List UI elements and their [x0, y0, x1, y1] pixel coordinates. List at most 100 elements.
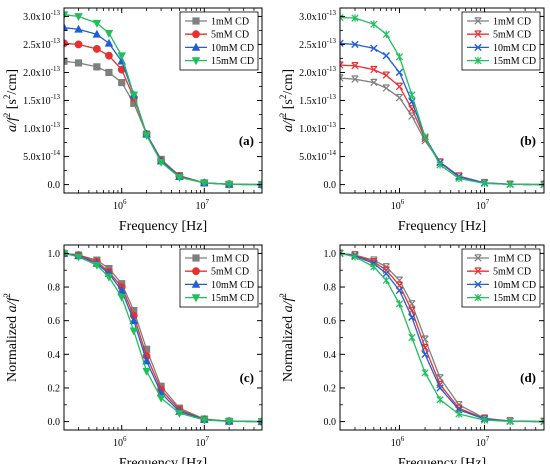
- data-point: [64, 39, 68, 48]
- y-axis-label: a/f2 [s2/cm]: [2, 69, 20, 132]
- legend-marker: [474, 254, 482, 262]
- legend-marker: [474, 17, 482, 25]
- data-point: [340, 13, 344, 22]
- legend-label: 5mM CD: [493, 30, 531, 41]
- data-point: [74, 253, 83, 262]
- data-point: [117, 293, 126, 302]
- data-point: [370, 263, 378, 271]
- y-tick-label: 1.0x10-13: [299, 121, 336, 135]
- data-point: [436, 384, 444, 392]
- y-axis-label: Normalized a/f2​: [2, 293, 20, 382]
- series-3: [64, 11, 262, 190]
- y-tick-label: 1.0: [324, 249, 337, 260]
- legend-item: 1mM CD: [467, 254, 531, 265]
- data-point: [74, 59, 83, 67]
- panel-label: (d): [520, 370, 536, 385]
- data-point: [117, 52, 126, 61]
- data-point: [64, 11, 69, 20]
- legend-item: 15mM CD: [467, 56, 536, 67]
- x-axis-label: Frequency [Hz]: [398, 456, 486, 464]
- series-3: [340, 13, 544, 189]
- data-point: [142, 356, 151, 365]
- x-tick-label: 106: [391, 435, 405, 449]
- data-point: [118, 78, 126, 87]
- legend-marker: [474, 293, 482, 302]
- legend-label: 15mM CD: [493, 293, 536, 304]
- legend-marker: [191, 294, 201, 303]
- data-point: [92, 29, 102, 38]
- legend-item: 10mM CD: [185, 279, 254, 291]
- legend-item: 15mM CD: [185, 293, 254, 304]
- panel-d: 106 107 0.0 0.2 0.4 0.6 0.8 1.0 Frequency [Hz] No…: [278, 244, 545, 464]
- data-point: [224, 181, 234, 189]
- y-tick-label: 1.0x10-13: [23, 121, 60, 135]
- y-tick-label: 0.4: [48, 350, 61, 361]
- panel-a: 106 107 0.0 5.0x10-14 1.0x10-13 1.5x10-13 2.0x…: [2, 7, 263, 234]
- data-point: [74, 40, 83, 49]
- y-tick-label: 1.5x10-13: [299, 93, 336, 107]
- data-point: [382, 276, 390, 285]
- data-point: [129, 327, 139, 336]
- legend-marker: [191, 42, 201, 51]
- panel-b: 106 107 0.0 5.0x10-14 1.0x10-13 1.5x10-13 2.0x…: [278, 7, 545, 234]
- legend-label: 10mM CD: [493, 280, 536, 291]
- data-point: [117, 285, 126, 294]
- data-point: [408, 333, 416, 342]
- data-point: [421, 350, 429, 359]
- data-point: [436, 396, 444, 404]
- data-point: [200, 179, 209, 188]
- data-point: [351, 75, 359, 83]
- legend-item: 1mM CD: [185, 17, 249, 28]
- y-tick-label: 3.0x10-13: [299, 9, 336, 23]
- y-tick-label: 2.0x10-13: [299, 65, 336, 79]
- series-0: [64, 57, 262, 189]
- y-tick-label: 0.0: [48, 180, 61, 191]
- legend-item: 10mM CD: [467, 280, 536, 291]
- y-tick-label: 5.0x10-14: [23, 149, 60, 163]
- data-point: [436, 161, 444, 169]
- data-point: [105, 51, 113, 60]
- data-point: [175, 409, 184, 418]
- data-point: [156, 394, 166, 403]
- x-tick-label: 107: [196, 435, 210, 449]
- data-point: [395, 68, 404, 77]
- legend-label: 1mM CD: [493, 254, 531, 265]
- legend-marker: [191, 279, 201, 288]
- y-tick-label: 2.5x10-13: [23, 37, 60, 51]
- y-axis-label: a/f2 [s2/cm]: [278, 69, 296, 132]
- panel-label: (b): [520, 133, 536, 148]
- y-tick-label: 0.6: [324, 316, 337, 327]
- data-point: [200, 416, 209, 425]
- series-line: [64, 60, 262, 186]
- data-point: [395, 53, 404, 61]
- x-tick-label: 107: [196, 198, 210, 212]
- x-tick-label: 106: [391, 198, 405, 212]
- data-point: [370, 78, 378, 87]
- y-tick-label: 1.0: [48, 249, 61, 260]
- x-tick-label: 106: [113, 198, 127, 212]
- legend-label: 1mM CD: [211, 17, 249, 28]
- legend-item: 15mM CD: [467, 293, 536, 304]
- series-3: [64, 250, 262, 427]
- y-axis-label: Normalized a/f2​: [278, 293, 296, 382]
- data-point: [382, 269, 390, 278]
- x-tick-label: 107: [476, 435, 490, 449]
- y-tick-label: 0.2: [324, 383, 337, 394]
- data-point: [370, 65, 378, 74]
- data-point: [64, 22, 69, 31]
- y-tick-label: 2.0x10-13: [23, 65, 60, 79]
- data-point: [92, 261, 102, 270]
- data-point: [64, 57, 68, 65]
- legend-item: 5mM CD: [467, 30, 531, 41]
- y-tick-label: 0.4: [324, 350, 337, 361]
- legend-marker: [192, 30, 200, 39]
- data-point: [480, 416, 489, 424]
- legend-label: 10mM CD: [211, 43, 254, 54]
- data-point: [421, 369, 429, 377]
- data-point: [370, 20, 378, 28]
- data-point: [129, 316, 139, 324]
- data-point: [340, 39, 344, 48]
- data-point: [480, 179, 489, 188]
- legend-label: 15mM CD: [493, 56, 536, 67]
